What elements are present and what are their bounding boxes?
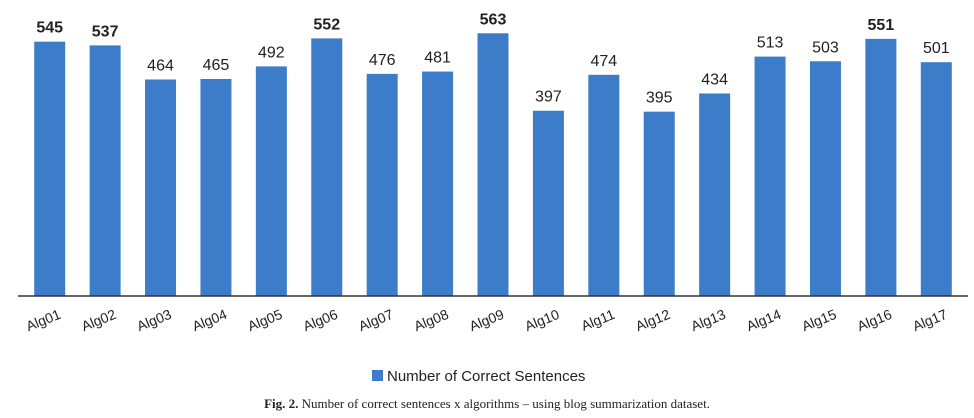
value-label-alg16: 551 [868, 17, 895, 34]
x-tick-alg16: Alg16 [855, 306, 894, 334]
x-tick-alg07: Alg07 [356, 306, 395, 334]
value-label-alg09: 563 [480, 11, 507, 28]
value-label-alg01: 545 [36, 20, 63, 37]
x-tick-alg15: Alg15 [799, 306, 838, 334]
value-label-alg07: 476 [369, 52, 396, 69]
bar-alg03 [145, 79, 177, 296]
bars-group [34, 33, 952, 297]
x-tick-alg08: Alg08 [412, 306, 451, 334]
legend-label: Number of Correct Sentences [387, 368, 585, 385]
x-tick-alg02: Alg02 [79, 306, 118, 334]
value-labels-group: 545 537 464 465 492 552 476 481 563 397 474 395 434 5… [36, 11, 949, 106]
value-label-alg12: 395 [646, 90, 673, 107]
x-tick-alg14: Alg14 [744, 306, 783, 334]
bar-alg02 [89, 45, 121, 297]
bar-alg15 [809, 61, 841, 297]
bar-alg06 [311, 38, 343, 297]
x-tick-alg10: Alg10 [522, 306, 561, 334]
bar-alg01 [34, 41, 66, 296]
bar-alg11 [588, 74, 620, 296]
x-tick-alg09: Alg09 [467, 306, 506, 334]
value-label-alg17: 501 [923, 40, 950, 57]
value-label-alg10: 397 [535, 89, 562, 106]
x-tick-alg03: Alg03 [134, 306, 173, 334]
figure-label: Fig. 2. [264, 396, 299, 411]
value-label-alg06: 552 [313, 16, 340, 33]
figure-caption: Fig. 2. Number of correct sentences x al… [0, 396, 974, 412]
legend-swatch [372, 370, 383, 381]
x-tick-alg12: Alg12 [633, 306, 672, 334]
x-tick-alg11: Alg11 [579, 306, 617, 334]
bar-alg17 [920, 62, 952, 297]
x-tick-alg06: Alg06 [301, 306, 340, 334]
value-label-alg13: 434 [701, 71, 728, 88]
bar-alg12 [643, 111, 675, 297]
x-tick-alg05: Alg05 [245, 306, 284, 334]
bar-alg07 [366, 73, 398, 296]
bar-alg16 [865, 38, 897, 296]
value-label-alg15: 503 [812, 39, 839, 56]
x-tick-alg13: Alg13 [689, 306, 728, 334]
bar-alg10 [532, 110, 564, 296]
bar-alg08 [422, 71, 454, 297]
value-label-alg03: 464 [147, 57, 174, 74]
value-label-alg02: 537 [92, 23, 119, 40]
bar-alg05 [255, 66, 287, 297]
caption-text: Number of correct sentences x algorithms… [301, 396, 710, 411]
bar-alg04 [200, 79, 232, 296]
x-tick-alg04: Alg04 [190, 306, 229, 334]
legend: Number of Correct Sentences [372, 368, 585, 385]
x-tick-alg01: Alg01 [24, 306, 63, 334]
x-tick-alg17: Alg17 [910, 306, 949, 334]
value-label-alg04: 465 [203, 57, 230, 74]
value-label-alg08: 481 [424, 50, 451, 67]
x-tick-labels-group: Alg01 Alg02 Alg03 Alg04 Alg05 Alg06 Alg07 Alg08… [24, 306, 950, 334]
bar-alg14 [754, 56, 786, 296]
value-label-alg11: 474 [590, 53, 617, 70]
value-label-alg05: 492 [258, 44, 285, 61]
value-label-alg14: 513 [757, 35, 784, 52]
bar-alg13 [699, 93, 731, 296]
bar-chart: 545 537 464 465 492 552 476 481 563 397 474 395 434 5… [18, 11, 968, 385]
bar-alg09 [477, 33, 509, 297]
